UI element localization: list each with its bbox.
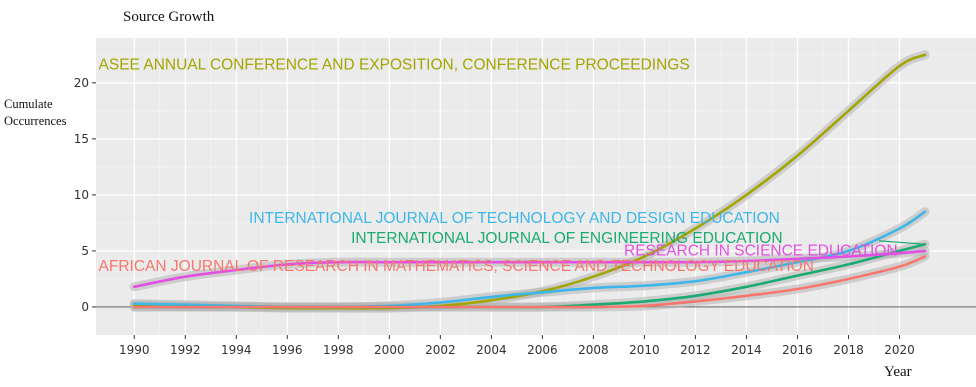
y-axis-label: Cumulate Occurrences xyxy=(4,96,94,130)
chart-title: Source Growth xyxy=(123,9,215,25)
series-label: RESEARCH IN SCIENCE EDUCATION xyxy=(624,242,898,259)
x-tick-label: 2004 xyxy=(476,343,507,357)
x-tick-label: 1998 xyxy=(323,343,354,357)
x-tick-label: 1994 xyxy=(221,343,252,357)
y-tick-label: 15 xyxy=(74,132,89,146)
x-tick-label: 2002 xyxy=(425,343,456,357)
series-label: INTERNATIONAL JOURNAL OF ENGINEERING EDU… xyxy=(351,230,782,247)
y-axis-label-line-2: Occurrences xyxy=(4,114,67,128)
x-tick-label: 2012 xyxy=(680,343,711,357)
series-label: INTERNATIONAL JOURNAL OF TECHNOLOGY AND … xyxy=(249,210,780,227)
series-label: ASEE ANNUAL CONFERENCE AND EXPOSITION, C… xyxy=(99,56,690,73)
x-tick-label: 2008 xyxy=(578,343,609,357)
x-tick-label: 2018 xyxy=(833,343,864,357)
x-tick-label: 1990 xyxy=(119,343,150,357)
series-labels: ASEE ANNUAL CONFERENCE AND EXPOSITION, C… xyxy=(99,56,898,275)
series-label-connector xyxy=(879,240,926,245)
x-tick-label: 2006 xyxy=(527,343,558,357)
x-tick-label: 2020 xyxy=(884,343,915,357)
series-lines xyxy=(133,53,927,310)
axis-ticks: 0 5 10 15 20 1990 1992 1994 1996 1998 2000 2002 2004… xyxy=(74,76,915,357)
x-tick-label: 2000 xyxy=(374,343,405,357)
series-line xyxy=(133,255,927,309)
x-axis-label: Year xyxy=(884,364,912,380)
y-tick-label: 5 xyxy=(81,244,89,258)
series-line xyxy=(133,249,927,289)
x-tick-label: 2010 xyxy=(629,343,660,357)
y-tick-label: 20 xyxy=(74,76,89,90)
x-tick-label: 2016 xyxy=(782,343,813,357)
y-tick-label: 10 xyxy=(74,188,89,202)
y-axis-label-line-1: Cumulate xyxy=(4,97,53,111)
x-tick-label: 1992 xyxy=(170,343,201,357)
x-tick-label: 2014 xyxy=(731,343,762,357)
series-label: AFRICAN JOURNAL OF RESEARCH IN MATHEMATI… xyxy=(99,258,814,275)
y-tick-label: 0 xyxy=(81,300,89,314)
x-tick-label: 1996 xyxy=(272,343,303,357)
